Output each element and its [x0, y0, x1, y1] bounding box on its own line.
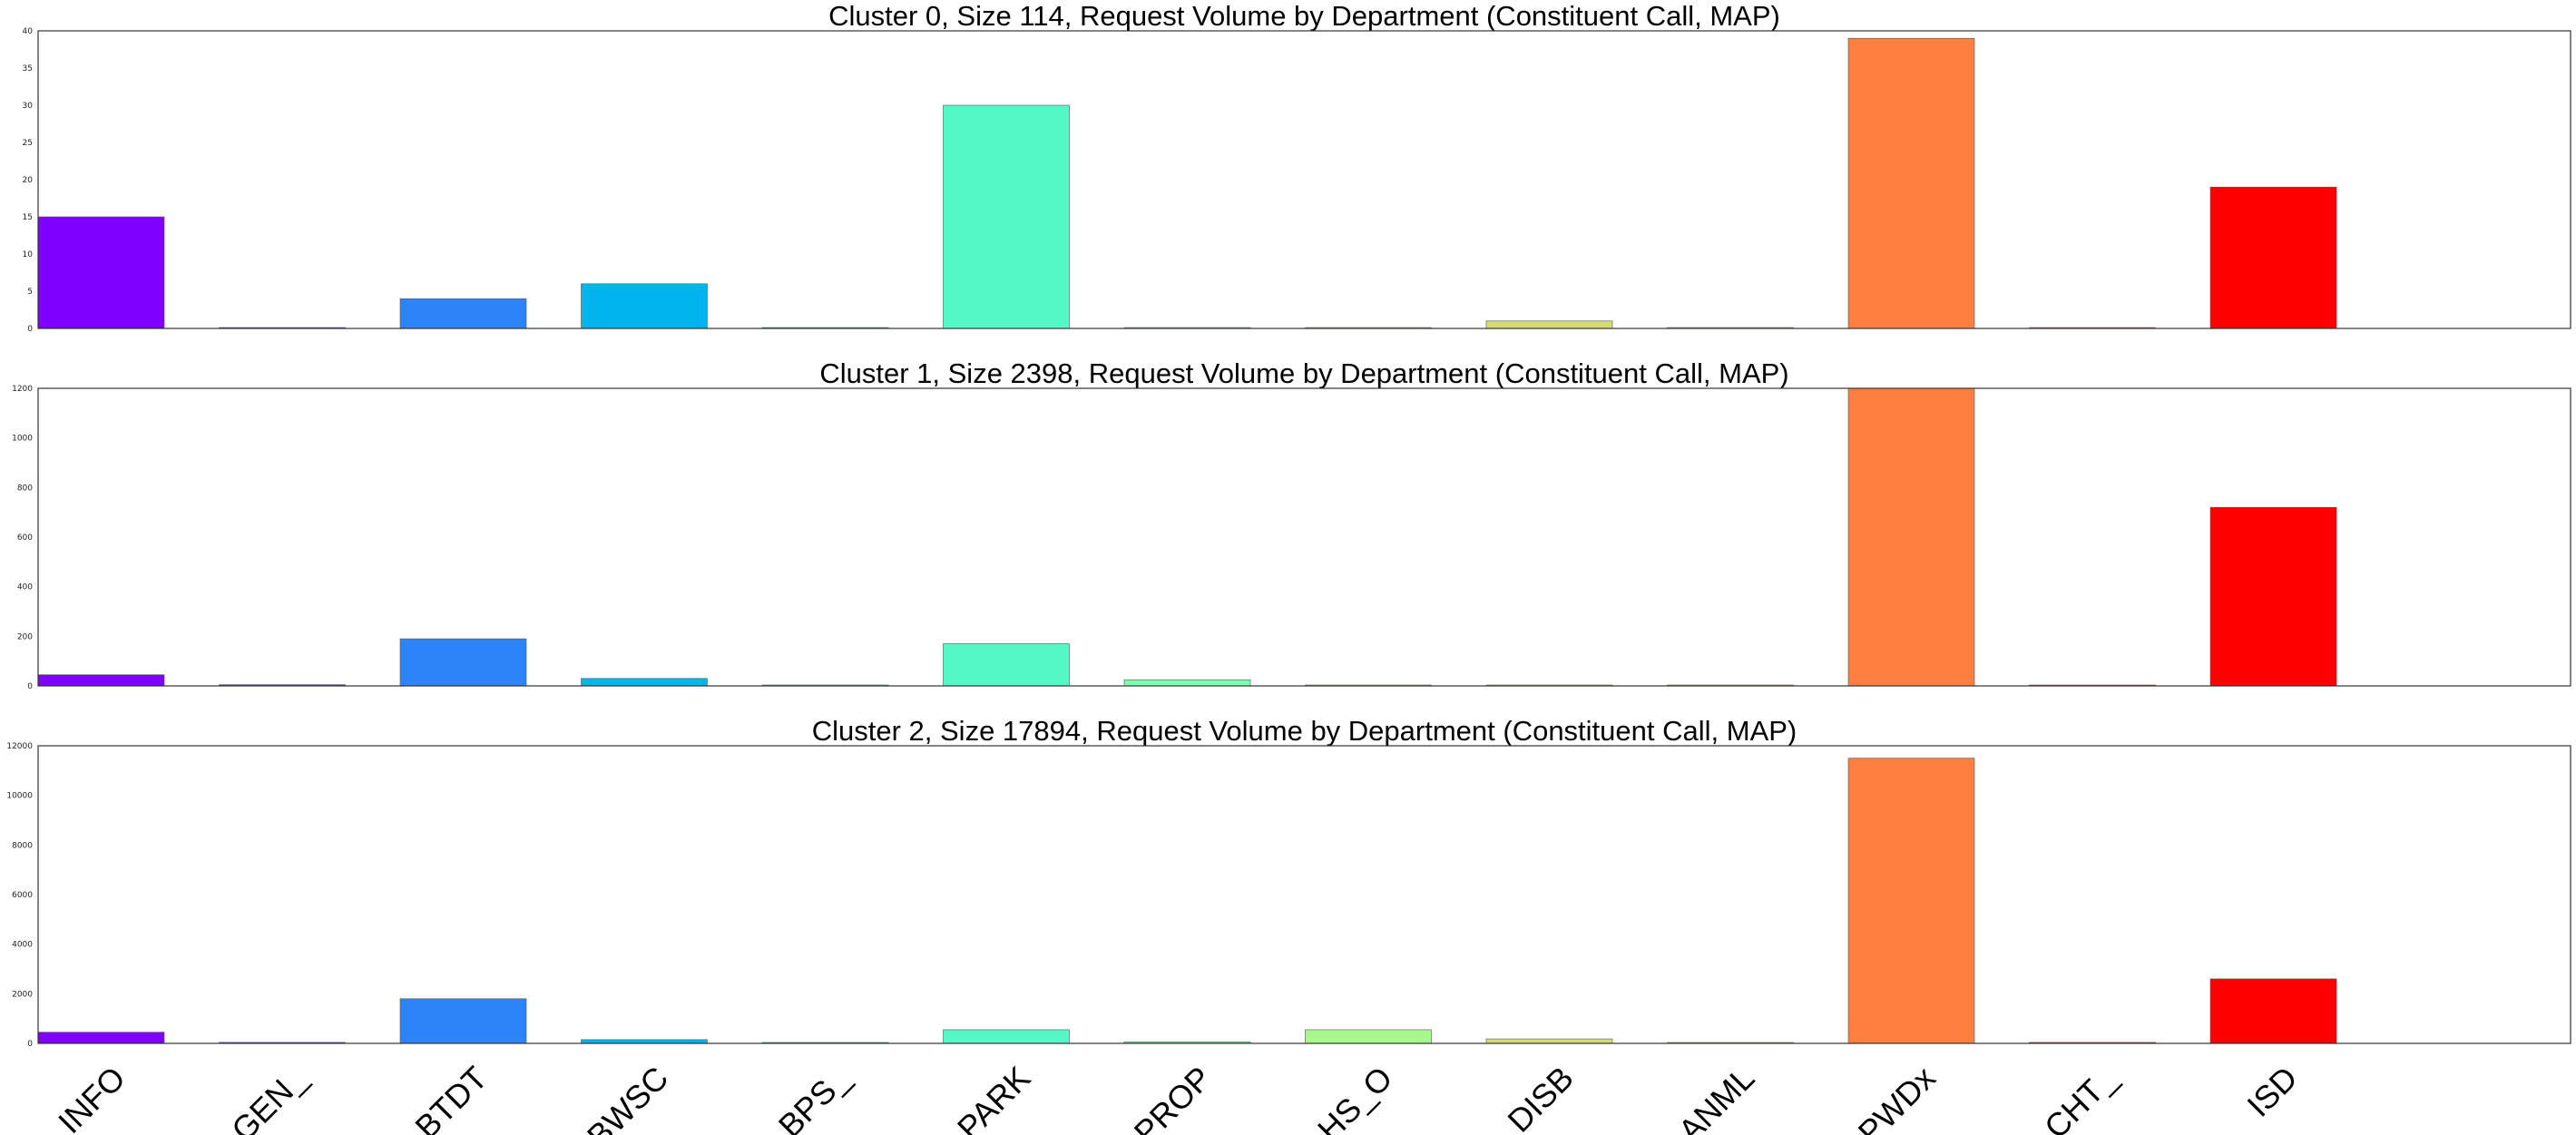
bar-disb-2	[1485, 1038, 1613, 1044]
xtick-label-isd: ISD	[2239, 1059, 2304, 1123]
ytick-label-2: 0	[27, 1040, 33, 1049]
bar-pwdx-1	[1847, 387, 1975, 687]
axes-frame-0	[37, 30, 2571, 329]
bar-hso-2	[1305, 1029, 1432, 1044]
bar-isd-0	[2209, 186, 2337, 329]
ytick-label-0: 25	[23, 139, 33, 148]
xtick-label-gen: GEN_	[224, 1059, 314, 1135]
ytick-label-1: 0	[27, 682, 33, 691]
xtick-label-prop: PROP	[1127, 1059, 1219, 1135]
bar-info-0	[37, 216, 165, 329]
xtick-label-park: PARK	[950, 1059, 1037, 1135]
bar-info-1	[37, 674, 165, 687]
ytick-label-0: 40	[23, 27, 34, 36]
bar-pwdx-0	[1847, 37, 1975, 329]
ytick-label-1: 400	[17, 583, 33, 592]
chart-title-2: Cluster 2, Size 17894, Request Volume by…	[812, 715, 1797, 747]
xtick-label-pwdx: PWDx	[1851, 1059, 1943, 1135]
bar-park-2	[943, 1029, 1070, 1044]
chart-title-0: Cluster 0, Size 114, Request Volume by D…	[828, 0, 1780, 32]
bar-disb-0	[1485, 320, 1613, 329]
bar-info-2	[37, 1032, 165, 1044]
bar-isd-1	[2209, 506, 2337, 687]
ytick-label-2: 8000	[12, 841, 33, 850]
xtick-label-cht: CHT_	[2037, 1059, 2124, 1135]
ytick-label-1: 1200	[12, 385, 33, 394]
ytick-label-0: 35	[23, 64, 33, 73]
chart-panel-1: Cluster 1, Size 2398, Request Volume by …	[12, 357, 2571, 691]
chart-panel-0: Cluster 0, Size 114, Request Volume by D…	[23, 0, 2571, 334]
xtick-label-hso: HS_O	[1310, 1059, 1399, 1135]
ytick-label-2: 4000	[12, 941, 33, 950]
xtick-label-btdt: BTDT	[407, 1059, 494, 1135]
axes-frame-2	[37, 745, 2571, 1044]
ytick-label-0: 5	[27, 288, 33, 297]
ytick-label-2: 10000	[6, 792, 33, 801]
bar-pwdx-2	[1847, 758, 1975, 1044]
chart-panel-2: Cluster 2, Size 17894, Request Volume by…	[6, 715, 2571, 1135]
ytick-label-1: 800	[17, 484, 33, 493]
bar-btdt-2	[399, 998, 527, 1044]
bar-bwsc-1	[581, 678, 708, 687]
bar-isd-2	[2209, 978, 2337, 1044]
ytick-label-0: 10	[23, 250, 34, 259]
bar-park-0	[943, 104, 1070, 329]
ytick-label-2: 12000	[6, 742, 33, 751]
ytick-label-1: 200	[17, 632, 33, 641]
xtick-label-info: INFO	[51, 1059, 132, 1135]
bar-btdt-1	[399, 638, 527, 687]
xtick-label-bps: BPS_	[771, 1059, 857, 1135]
xtick-label-disb: DISB	[1500, 1059, 1580, 1135]
bar-bwsc-2	[581, 1039, 708, 1044]
bar-btdt-0	[399, 298, 527, 329]
xtick-label-anml: ANML	[1671, 1059, 1762, 1135]
ytick-label-0: 30	[23, 102, 34, 111]
bar-bwsc-0	[581, 283, 708, 329]
xtick-label-bwsc: BWSC	[580, 1059, 675, 1135]
ytick-label-1: 600	[17, 533, 33, 543]
chart-title-1: Cluster 1, Size 2398, Request Volume by …	[819, 357, 1788, 389]
bar-prop-1	[1123, 679, 1251, 687]
ytick-label-1: 1000	[12, 435, 33, 444]
ytick-label-2: 2000	[12, 990, 33, 999]
ytick-label-0: 20	[23, 176, 34, 185]
ytick-label-0: 0	[27, 325, 33, 334]
ytick-label-0: 15	[23, 213, 33, 222]
ytick-label-2: 6000	[12, 891, 33, 900]
axes-frame-1	[37, 387, 2571, 687]
bar-park-1	[943, 643, 1070, 687]
